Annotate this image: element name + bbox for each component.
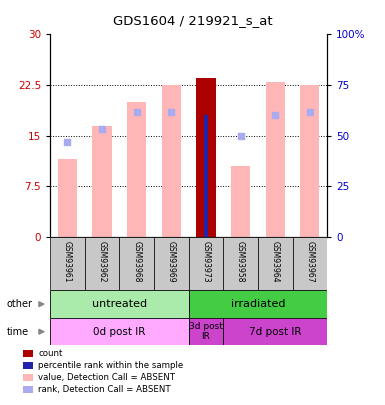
Text: time: time [7, 327, 28, 337]
FancyBboxPatch shape [119, 237, 154, 290]
Text: GSM93962: GSM93962 [97, 241, 107, 283]
Text: GSM93968: GSM93968 [132, 241, 141, 283]
Text: GSM93967: GSM93967 [305, 241, 315, 283]
Text: GSM93964: GSM93964 [271, 241, 280, 283]
FancyBboxPatch shape [154, 237, 189, 290]
FancyBboxPatch shape [85, 237, 119, 290]
Point [134, 109, 140, 115]
Text: GSM93973: GSM93973 [201, 241, 211, 283]
Text: GDS1604 / 219921_s_at: GDS1604 / 219921_s_at [113, 14, 272, 27]
Point [307, 109, 313, 115]
Text: rank, Detection Call = ABSENT: rank, Detection Call = ABSENT [38, 385, 171, 394]
Bar [23, 350, 33, 357]
Text: 3d post
IR: 3d post IR [189, 322, 223, 341]
Bar [300, 85, 320, 237]
Bar [50, 318, 189, 345]
Bar [23, 386, 33, 393]
Bar [223, 318, 327, 345]
Bar [204, 115, 208, 237]
Bar [266, 82, 285, 237]
FancyBboxPatch shape [293, 237, 327, 290]
Point [99, 126, 105, 132]
Point [272, 112, 278, 119]
Text: irradiated: irradiated [231, 299, 285, 309]
Bar [189, 318, 223, 345]
Bar [189, 290, 327, 318]
Bar [127, 102, 146, 237]
FancyBboxPatch shape [258, 237, 293, 290]
Bar [231, 166, 250, 237]
Text: untreated: untreated [92, 299, 147, 309]
FancyBboxPatch shape [223, 237, 258, 290]
Bar [23, 374, 33, 381]
Text: count: count [38, 349, 62, 358]
Text: percentile rank within the sample: percentile rank within the sample [38, 361, 183, 370]
Bar [50, 290, 189, 318]
Text: value, Detection Call = ABSENT: value, Detection Call = ABSENT [38, 373, 175, 382]
Bar [162, 85, 181, 237]
FancyBboxPatch shape [50, 237, 85, 290]
Point [64, 139, 70, 146]
Text: 0d post IR: 0d post IR [93, 327, 146, 337]
Text: GSM93969: GSM93969 [167, 241, 176, 283]
Text: GSM93961: GSM93961 [63, 241, 72, 283]
Bar [58, 159, 77, 237]
Point [168, 109, 174, 115]
Bar [23, 362, 33, 369]
Bar [92, 126, 112, 237]
Text: GSM93958: GSM93958 [236, 241, 245, 283]
Point [238, 132, 244, 139]
FancyBboxPatch shape [189, 237, 223, 290]
Text: 7d post IR: 7d post IR [249, 327, 301, 337]
Text: other: other [7, 299, 33, 309]
Bar [196, 78, 216, 237]
